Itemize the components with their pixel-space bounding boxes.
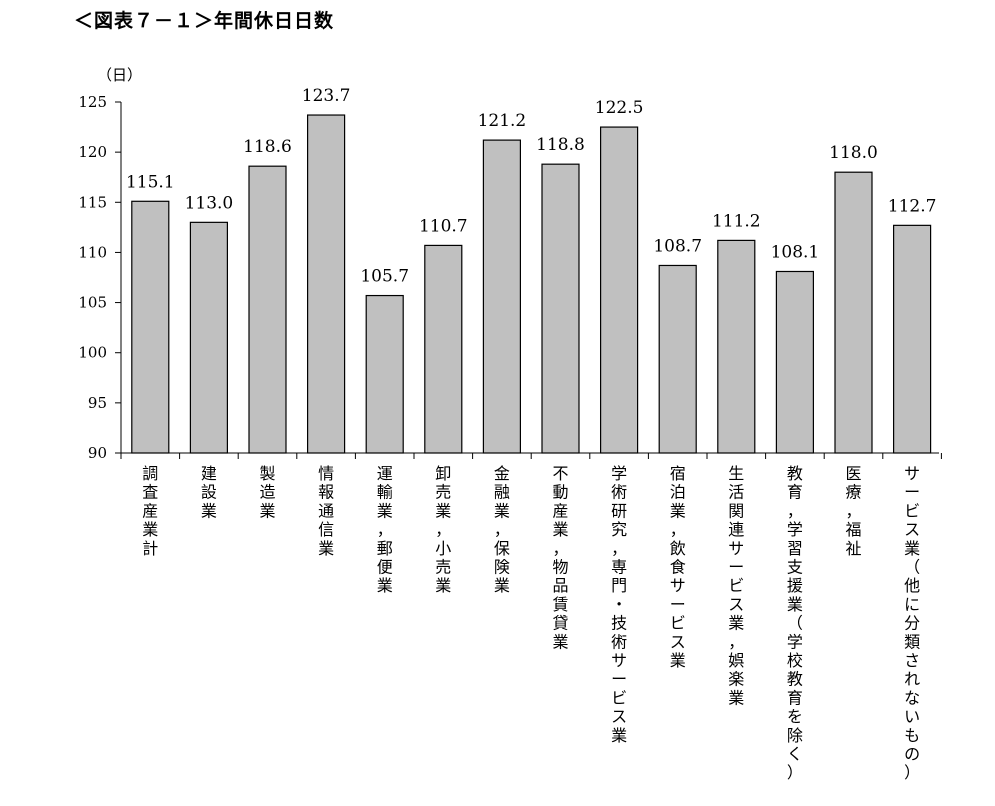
data-label: 123.7 (302, 86, 351, 106)
bar (717, 239, 756, 454)
data-label: 115.1 (126, 172, 175, 192)
y-tick-label: 100 (78, 344, 107, 362)
data-labels: 115.1 113.0 118.6 123.7 105.7 110.7 121.2 118.8… (126, 86, 936, 287)
x-category-label: 情報通信業 (318, 464, 334, 558)
x-category-label: 建設業 (201, 464, 217, 520)
chart-title: ＜図表７－１＞年間休日日数 (74, 10, 335, 32)
y-tick-label: 90 (88, 444, 107, 462)
x-category-label: サービス業（他に分類されないもの） (904, 464, 920, 782)
x-category-label: 生活関連サービス業，娯楽業 (728, 464, 744, 707)
y-tick-label: 125 (78, 93, 107, 111)
x-category-label: 宿泊業，飲食サービス業 (670, 464, 686, 670)
data-label: 113.0 (185, 193, 234, 213)
data-label: 118.6 (243, 137, 292, 157)
data-label: 112.7 (888, 196, 937, 216)
x-category-label: 医療，福祉 (845, 464, 861, 558)
data-label: 111.2 (712, 211, 761, 231)
bar (658, 264, 697, 454)
bar (365, 294, 404, 454)
y-tick-label: 105 (78, 294, 107, 312)
x-category-label: 金融業，保険業 (494, 464, 510, 595)
data-label: 108.7 (653, 236, 702, 256)
bar (482, 139, 521, 454)
bar (775, 270, 815, 454)
data-label: 110.7 (419, 216, 468, 236)
y-tick-label: 110 (78, 243, 107, 261)
y-axis-unit: （日） (97, 66, 142, 84)
bar (424, 244, 463, 454)
bar (541, 163, 580, 454)
bar (189, 221, 228, 454)
bar (892, 224, 932, 454)
x-category-label: 教育，学習支援業（学校教育を除く） (787, 464, 803, 782)
data-label: 121.2 (478, 111, 527, 131)
y-tick-label: 95 (88, 394, 107, 412)
bar (248, 165, 287, 454)
y-tick-label: 115 (78, 193, 107, 211)
x-category-label: 学術研究，専門・技術サービス業 (611, 464, 627, 745)
bar (307, 114, 346, 454)
x-category-label: 運輸業，郵便業 (377, 464, 393, 595)
x-category-label: 不動産業，物品賃貸業 (552, 464, 568, 651)
bar (834, 171, 873, 454)
bar (131, 200, 170, 454)
y-tick-label: 120 (78, 143, 107, 161)
data-label: 105.7 (360, 267, 409, 287)
data-label: 108.1 (771, 242, 820, 262)
x-category-label: 調査産業計 (142, 464, 158, 558)
bar (599, 126, 639, 454)
data-label: 118.0 (829, 143, 878, 163)
category-labels: 調査産業計 建設業 製造業 情報通信業 運輸業，郵便業 卸売業，小売業 金融業，保険業 不動産… (142, 464, 920, 782)
bars (131, 114, 932, 454)
data-label: 118.8 (536, 135, 585, 155)
data-label: 122.5 (595, 98, 644, 118)
x-category-label: 製造業 (259, 464, 275, 520)
x-category-label: 卸売業，小売業 (435, 464, 451, 595)
